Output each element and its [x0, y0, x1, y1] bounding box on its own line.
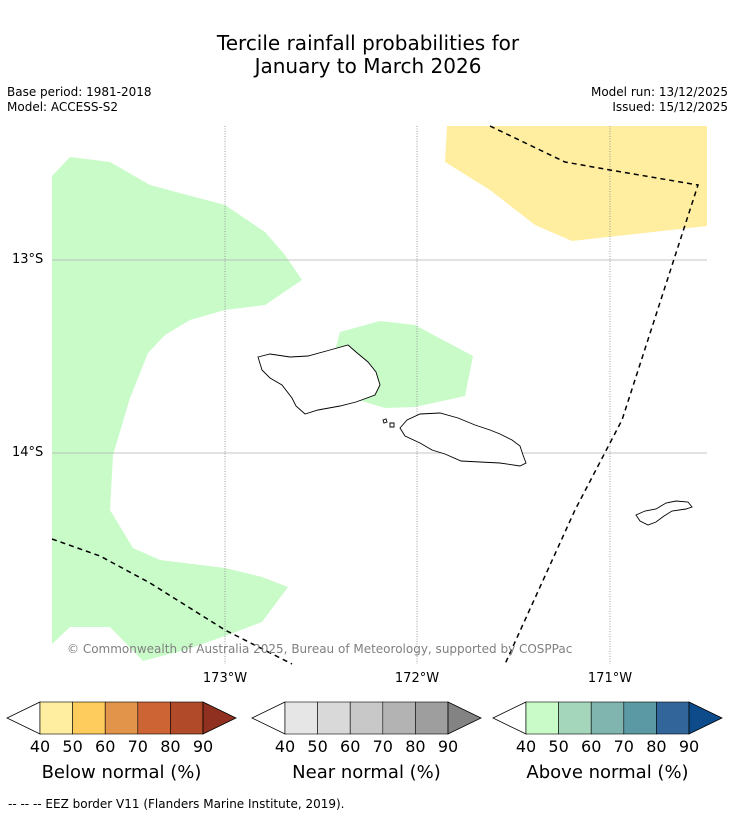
above-colorbar-tick: 40 [515, 737, 537, 756]
above-colorbar-segment [558, 701, 592, 735]
meta-left: Base period: 1981-2018 Model: ACCESS-S2 [7, 85, 152, 115]
lat-label-14s: 14°S [12, 445, 44, 460]
lon-label-171w: 171°W [587, 671, 633, 686]
below-colorbar-segment [104, 701, 139, 735]
manono-islet [382, 418, 388, 424]
below-colorbar-max-arrow [202, 701, 237, 735]
apolima-islet [389, 422, 395, 428]
near-colorbar-max-arrow [447, 701, 482, 735]
near-colorbar-segment [349, 701, 384, 735]
below-colorbar-segment [170, 701, 204, 735]
issued-date: Issued: 15/12/2025 [612, 100, 728, 114]
model-run: Model run: 13/12/2025 [590, 85, 728, 99]
chart-title: Tercile rainfall probabilities for Janua… [0, 32, 736, 78]
near-colorbar-tick: 40 [274, 737, 296, 756]
above-normal-region-west [52, 157, 302, 661]
base-period: Base period: 1981-2018 [7, 85, 152, 99]
savaii-island-coastline [257, 344, 381, 415]
above-colorbar-tick: 50 [548, 737, 569, 756]
above-colorbar-tick: 60 [581, 737, 602, 756]
above-colorbar-tick: 80 [646, 737, 667, 756]
colorbar-near-normal [251, 701, 482, 735]
above-colorbar-segment [656, 701, 690, 735]
eez-border-east [489, 125, 699, 665]
below-colorbar-segment [137, 701, 171, 735]
near-colorbar-tick: 60 [340, 737, 361, 756]
colorbar-above-normal [492, 701, 723, 735]
above-colorbar-tick: 70 [613, 737, 634, 756]
title-line-1: Tercile rainfall probabilities for [216, 31, 520, 55]
eez-footnote: -- -- -- EEZ border V11 (Flanders Marine… [8, 797, 345, 811]
near-colorbar-segment [382, 701, 416, 735]
below-normal-region-northeast [445, 126, 707, 241]
near-colorbar-tick: 90 [437, 737, 459, 756]
lon-label-172w: 172°W [394, 671, 440, 686]
lat-label-13s: 13°S [12, 252, 44, 267]
near-colorbar-min-arrow [251, 701, 286, 735]
below-colorbar-tick: 40 [29, 737, 51, 756]
upolu-island-coastline [399, 412, 527, 467]
lon-label-173w: 173°W [202, 671, 248, 686]
tutuila-island-coastline [635, 500, 693, 526]
above-colorbar-segment [525, 701, 559, 735]
below-colorbar-tick: 50 [62, 737, 83, 756]
below-colorbar-label: Below normal (%) [41, 762, 202, 783]
below-colorbar-tick: 80 [160, 737, 181, 756]
below-colorbar-tick: 60 [95, 737, 116, 756]
above-colorbar-min-arrow [492, 701, 527, 735]
below-colorbar-segment [72, 701, 106, 735]
above-colorbar-label: Above normal (%) [526, 762, 689, 783]
above-colorbar-tick: 90 [678, 737, 700, 756]
below-colorbar-tick: 90 [192, 737, 214, 756]
below-colorbar-segment [39, 701, 73, 735]
colorbars [6, 701, 723, 735]
meta-right: Model run: 13/12/2025 Issued: 15/12/2025 [591, 85, 728, 115]
near-colorbar-label: Near normal (%) [292, 762, 441, 783]
near-colorbar-segment [317, 701, 351, 735]
map-canvas [51, 125, 707, 665]
near-colorbar-segment [284, 701, 318, 735]
near-colorbar-tick: 70 [372, 737, 393, 756]
title-line-2: January to March 2026 [254, 54, 482, 78]
below-colorbar-tick: 70 [127, 737, 148, 756]
near-colorbar-tick: 80 [405, 737, 426, 756]
copyright-notice: © Commonwealth of Australia 2025, Bureau… [67, 642, 573, 656]
above-colorbar-segment [590, 701, 625, 735]
colorbar-below-normal [6, 701, 237, 735]
near-colorbar-tick: 50 [307, 737, 328, 756]
above-colorbar-segment [623, 701, 657, 735]
above-colorbar-max-arrow [688, 701, 723, 735]
near-colorbar-segment [415, 701, 449, 735]
below-colorbar-min-arrow [6, 701, 41, 735]
model-name: Model: ACCESS-S2 [7, 100, 119, 114]
